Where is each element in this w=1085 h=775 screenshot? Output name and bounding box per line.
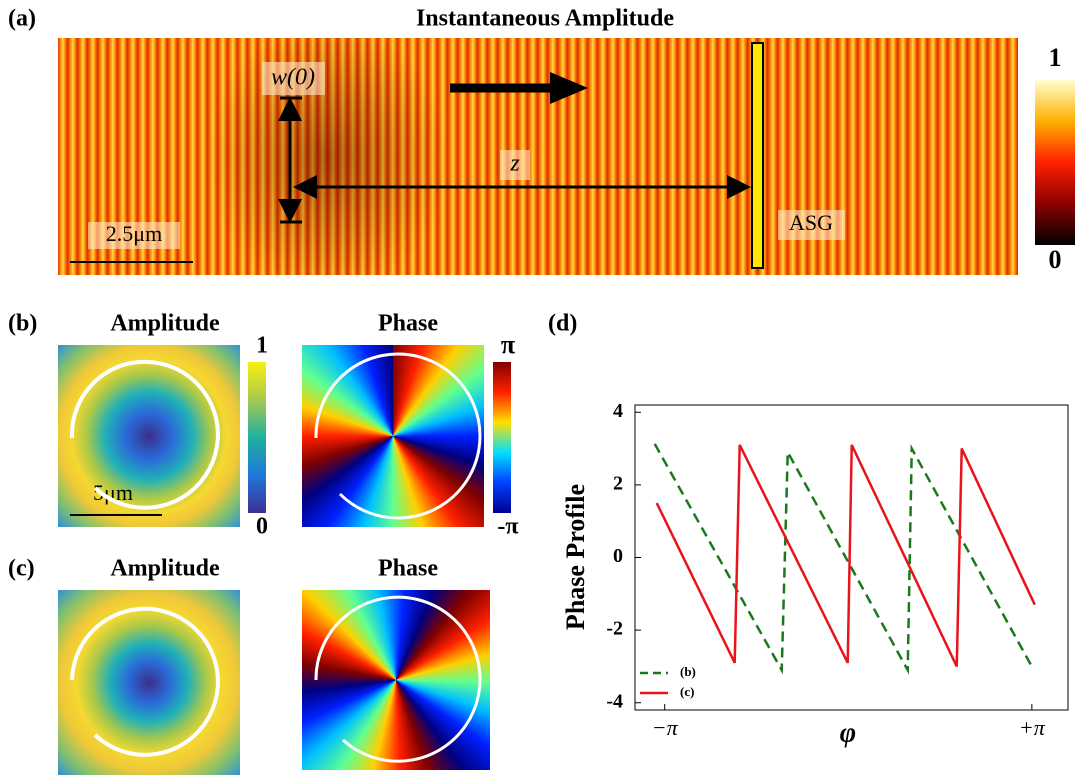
grating — [751, 42, 764, 269]
label-box — [88, 222, 180, 249]
colorbar-label: 1 — [1049, 43, 1062, 72]
colorbar-label: 0 — [256, 514, 268, 540]
colorbar-jet — [493, 362, 511, 513]
ring — [314, 595, 482, 763]
phase-c — [302, 590, 490, 770]
ring — [69, 359, 220, 510]
colorbar-parula — [248, 362, 266, 513]
y-axis-label: Phase Profile — [561, 484, 590, 630]
panel-title: Phase — [378, 556, 438, 582]
annotation: ASG — [789, 210, 833, 235]
colorbar-hot — [1035, 80, 1075, 245]
arrow — [550, 72, 588, 104]
amplitude-b — [58, 345, 240, 527]
series-line — [653, 443, 1033, 675]
x-axis-label: φ — [840, 717, 856, 748]
amplitude-c — [58, 590, 240, 775]
panel-label: (a) — [8, 6, 36, 32]
panel-title: Amplitude — [110, 311, 220, 337]
ring — [314, 352, 482, 520]
label-box — [500, 150, 530, 180]
label-box — [262, 62, 325, 95]
y-tick-label: 0 — [613, 545, 623, 567]
colorbar-label: -π — [497, 514, 518, 540]
ring — [70, 606, 220, 757]
y-tick-label: 4 — [613, 400, 623, 422]
annotation: z — [509, 151, 520, 177]
panel-title: Phase — [378, 311, 438, 337]
colorbar-label: π — [501, 330, 515, 359]
y-tick-label: -4 — [606, 690, 623, 712]
panel-title: Amplitude — [110, 556, 220, 582]
scale-label: 2.5μm — [106, 221, 162, 246]
series-line — [655, 444, 1036, 667]
panel-label: (d) — [548, 311, 577, 337]
amplitude-field — [58, 38, 1018, 275]
annotation: w(0) — [271, 65, 315, 91]
panel-label: (b) — [8, 311, 37, 337]
y-tick-label: -2 — [606, 618, 623, 640]
colorbar-label: 0 — [1049, 245, 1062, 274]
panel-title: Instantaneous Amplitude — [416, 6, 674, 32]
x-tick-label: −π — [652, 715, 679, 740]
colorbar-label: 1 — [256, 333, 268, 359]
panel-label: (c) — [8, 556, 35, 582]
y-tick-label: 2 — [613, 472, 623, 494]
legend-label: (b) — [680, 664, 696, 679]
label-box — [778, 210, 845, 240]
legend-label: (c) — [680, 684, 694, 699]
x-tick-label: +π — [1019, 715, 1046, 740]
